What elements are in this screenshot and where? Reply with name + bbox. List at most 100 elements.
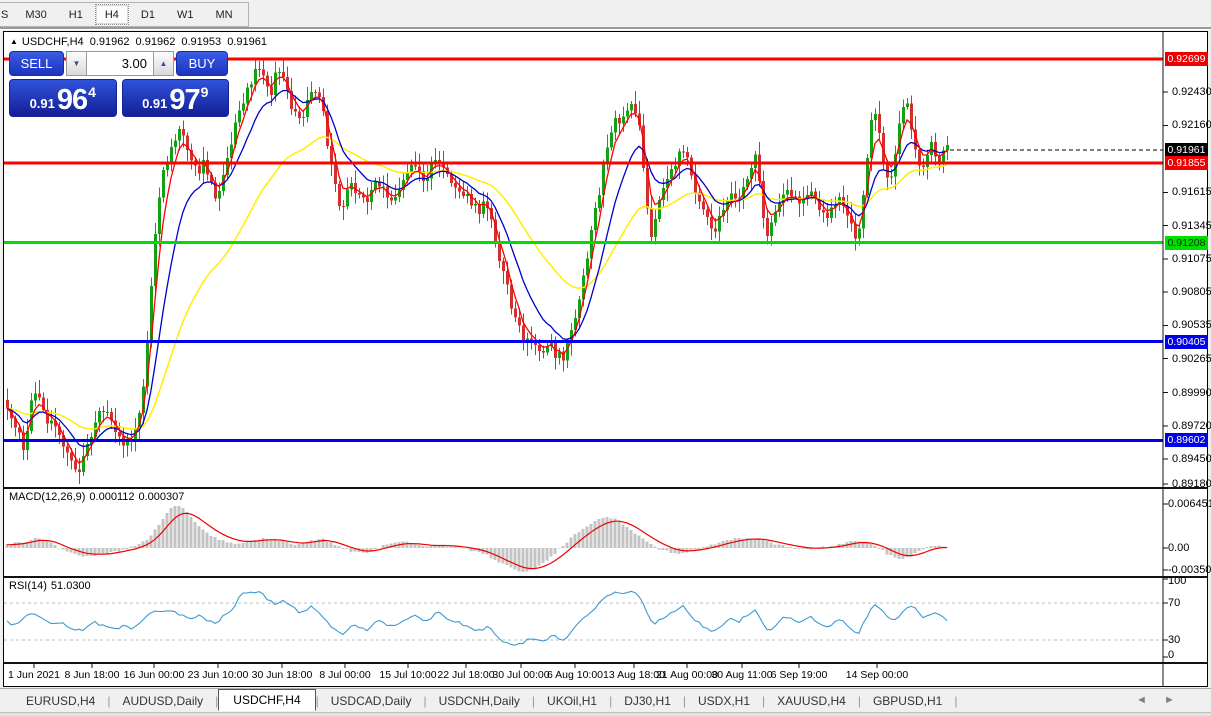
time-axis-label: 6 Sep 19:00 bbox=[770, 669, 828, 681]
chart-tab-usdchf[interactable]: USDCHF,H4 bbox=[218, 689, 316, 711]
tab-separator: | bbox=[531, 693, 536, 708]
rsi-axis-tick: 0 bbox=[1168, 649, 1175, 661]
price-level-label: 0.91208 bbox=[1165, 235, 1208, 250]
rsi-axis-tick: 70 bbox=[1168, 597, 1181, 609]
tab-scroll-left-icon[interactable]: ◄ bbox=[1136, 694, 1147, 706]
price-level-label: 0.91961 bbox=[1165, 142, 1208, 157]
timeframe-button-mn[interactable]: MN bbox=[205, 4, 242, 25]
price-axis-tick: 0.89180 bbox=[1172, 478, 1211, 490]
sell-price-big: 96 bbox=[56, 84, 88, 116]
buy-price-big: 97 bbox=[169, 84, 200, 116]
toolbar-divider bbox=[0, 27, 1211, 30]
chart-symbol: USDCHF,H4 bbox=[21, 36, 84, 48]
rsi-value: 51.0300 bbox=[50, 580, 91, 592]
price-axis-tick: 0.92430 bbox=[1172, 86, 1211, 99]
chevron-down-icon: ▼ bbox=[72, 59, 81, 68]
tab-separator: | bbox=[423, 693, 427, 708]
status-bar bbox=[0, 712, 1211, 716]
tab-separator: | bbox=[609, 693, 613, 708]
timeframe-button-group: S M30 H1 H4 D1 W1 MN bbox=[0, 2, 249, 27]
time-axis-label: 13 Aug 18:00 bbox=[603, 669, 665, 681]
price-axis-tick: 0.91075 bbox=[1172, 252, 1211, 265]
chart-window[interactable]: ▲ USDCHF,H4 0.91962 0.91962 0.91953 0.919… bbox=[3, 31, 1211, 687]
macd-value-1: 0.000112 bbox=[89, 491, 135, 503]
price-level-label: 0.90405 bbox=[1165, 334, 1208, 349]
sell-price-base: 0.91 bbox=[29, 96, 55, 111]
one-click-trading-panel: SELL ▼ ▲ BUY 0.91 96 4 0.91 97 9 bbox=[9, 51, 229, 117]
up-triangle-icon: ▲ bbox=[10, 37, 18, 46]
volume-increase-button[interactable]: ▲ bbox=[153, 51, 174, 76]
timeframe-button-partial[interactable]: S bbox=[0, 4, 13, 25]
buy-price-sup: 9 bbox=[200, 84, 209, 100]
volume-input[interactable] bbox=[87, 51, 153, 76]
chart-tab-eurusd[interactable]: EURUSD,H4 bbox=[26, 693, 96, 708]
price-axis-tick: 0.90265 bbox=[1172, 352, 1211, 365]
time-axis-label: 30 Jun 18:00 bbox=[251, 669, 313, 681]
price-axis-tick: 0.90805 bbox=[1172, 286, 1211, 299]
rsi-indicator-label: RSI(14) 51.0300 bbox=[9, 580, 95, 592]
timeframe-button-h4[interactable]: H4 bbox=[94, 4, 129, 25]
price-chart-canvas[interactable] bbox=[4, 32, 1207, 686]
chart-tab-bar: ◄ ► EURUSD,H4 | AUDUSD,Daily | USDCHF,H4 | USD… bbox=[0, 688, 1211, 712]
time-axis-label: 8 Jun 18:00 bbox=[64, 669, 120, 681]
timeframe-button-w1[interactable]: W1 bbox=[167, 4, 204, 25]
ohlc-low: 0.91953 bbox=[181, 36, 222, 48]
price-level-label: 0.92699 bbox=[1165, 52, 1208, 66]
time-axis-label: 22 Jul 18:00 bbox=[437, 669, 495, 681]
chevron-up-icon: ▲ bbox=[159, 59, 168, 68]
price-axis-tick: 0.89720 bbox=[1172, 419, 1211, 432]
chart-tab-gbpusd[interactable]: GBPUSD,H1 bbox=[872, 693, 943, 708]
time-axis-label: 16 Jun 00:00 bbox=[123, 669, 185, 681]
chart-tab-usdx[interactable]: USDX,H1 bbox=[698, 693, 751, 708]
macd-axis-tick: -0.003507 bbox=[1168, 564, 1211, 576]
price-axis-tick: 0.91345 bbox=[1172, 219, 1211, 232]
time-axis-label: 30 Jul 00:00 bbox=[492, 669, 550, 681]
chart-tab-usdcad[interactable]: USDCAD,Daily bbox=[330, 693, 412, 708]
volume-decrease-button[interactable]: ▼ bbox=[66, 51, 87, 76]
chart-tab-ukoil[interactable]: UKOil,H1 bbox=[547, 693, 598, 708]
time-axis-label: 6 Aug 10:00 bbox=[546, 669, 604, 681]
macd-axis-tick: 0.00 bbox=[1168, 542, 1190, 554]
time-axis-label: 8 Jul 00:00 bbox=[319, 669, 371, 681]
time-axis-label: 21 Aug 00:00 bbox=[656, 669, 718, 681]
tab-separator: | bbox=[954, 693, 958, 708]
price-axis-tick: 0.89450 bbox=[1172, 453, 1211, 466]
macd-indicator-label: MACD(12,26,9) 0.000112 0.000307 bbox=[9, 491, 188, 503]
price-level-label: 0.89602 bbox=[1165, 433, 1208, 448]
macd-name: MACD(12,26,9) bbox=[9, 491, 86, 503]
chart-tab-xauusd[interactable]: XAUUSD,H4 bbox=[777, 693, 846, 708]
macd-value-2: 0.000307 bbox=[138, 491, 185, 503]
buy-price-base: 0.91 bbox=[142, 96, 168, 111]
rsi-name: RSI(14) bbox=[9, 580, 47, 592]
buy-button[interactable]: BUY bbox=[176, 51, 228, 76]
sell-button[interactable]: SELL bbox=[9, 51, 64, 76]
tab-separator: | bbox=[682, 693, 686, 708]
timeframe-button-d1[interactable]: D1 bbox=[131, 4, 165, 25]
price-level-label: 0.91855 bbox=[1165, 155, 1208, 170]
price-axis-tick: 0.91615 bbox=[1172, 186, 1211, 199]
price-axis-tick: 0.89990 bbox=[1172, 386, 1211, 399]
sell-price-box[interactable]: 0.91 96 4 bbox=[9, 79, 117, 117]
timeframe-button-h1[interactable]: H1 bbox=[59, 4, 93, 25]
tab-separator: | bbox=[315, 693, 319, 708]
tab-scroll-right-icon[interactable]: ► bbox=[1164, 694, 1175, 706]
timeframe-toolbar: S M30 H1 H4 D1 W1 MN bbox=[0, 0, 1211, 30]
chart-ohlc-header: ▲ USDCHF,H4 0.91962 0.91962 0.91953 0.919… bbox=[10, 36, 270, 48]
ohlc-open: 0.91962 bbox=[89, 36, 130, 48]
time-axis-label: 1 Jun 2021 bbox=[8, 669, 60, 681]
sell-price-sup: 4 bbox=[88, 84, 96, 100]
chart-tab-usdcnh[interactable]: USDCNH,Daily bbox=[438, 693, 520, 708]
buy-price-box[interactable]: 0.91 97 9 bbox=[121, 79, 229, 117]
tab-separator: | bbox=[857, 693, 861, 708]
ohlc-close: 0.91961 bbox=[227, 36, 267, 48]
price-axis-tick: 0.92160 bbox=[1172, 119, 1211, 132]
time-axis-label: 23 Jun 10:00 bbox=[187, 669, 249, 681]
chart-tab-audusd[interactable]: AUDUSD,Daily bbox=[122, 693, 204, 708]
rsi-axis-tick: 100 bbox=[1168, 575, 1187, 587]
time-axis-label: 14 Sep 00:00 bbox=[845, 669, 909, 681]
chart-tab-dj30[interactable]: DJ30,H1 bbox=[624, 693, 671, 708]
timeframe-button-m30[interactable]: M30 bbox=[15, 4, 56, 25]
ohlc-high: 0.91962 bbox=[135, 36, 176, 48]
tab-separator: | bbox=[215, 693, 219, 708]
tab-separator: | bbox=[107, 693, 111, 708]
